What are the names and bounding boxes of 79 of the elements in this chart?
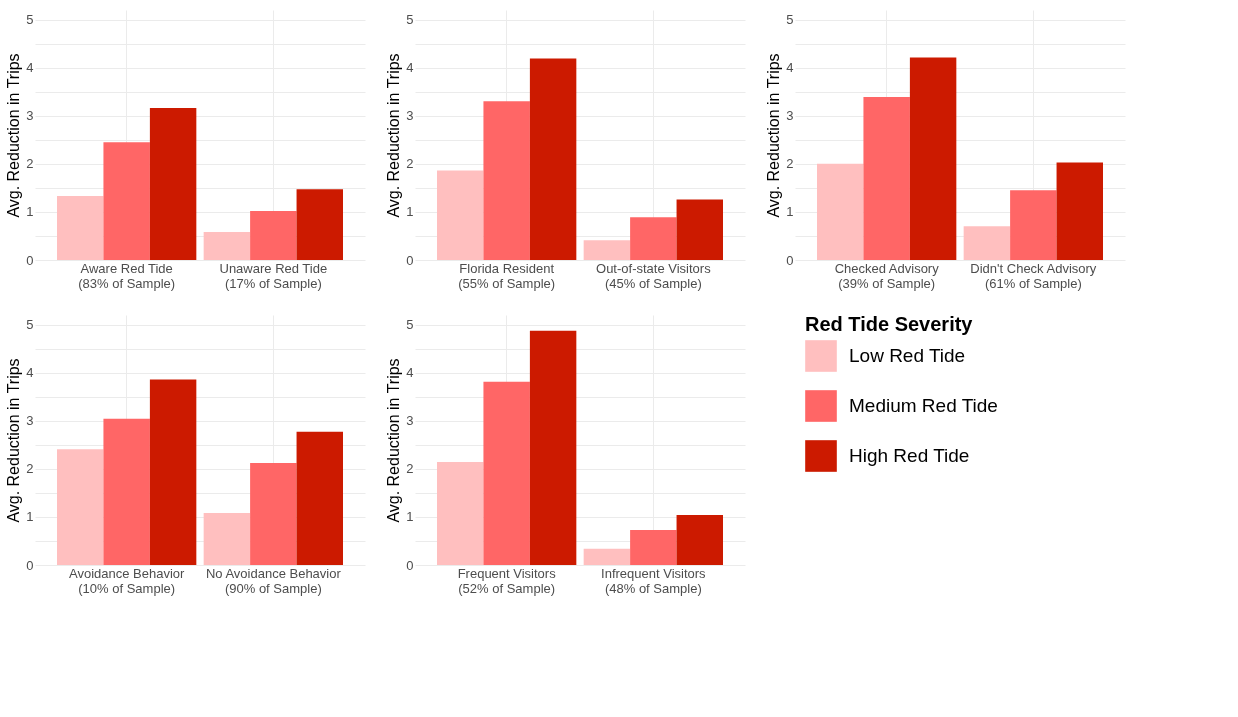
legend-label: Medium Red Tide (849, 395, 998, 416)
bar (630, 217, 677, 260)
bar (483, 381, 530, 565)
bar (149, 379, 197, 565)
y-axis-title: Avg. Reduction in Trips (5, 358, 23, 523)
y-tick-label: 5 (26, 317, 34, 333)
bar (250, 210, 297, 260)
bar (676, 515, 723, 565)
y-tick-label: 3 (406, 108, 414, 124)
bar (250, 463, 297, 565)
y-tick-label: 0 (26, 557, 34, 573)
y-tick-label: 1 (406, 204, 414, 220)
bar (203, 513, 251, 565)
y-tick-label: 4 (26, 60, 34, 76)
bar (103, 142, 150, 260)
y-tick-label: 0 (406, 252, 414, 268)
bar (296, 431, 343, 565)
bar (57, 449, 104, 565)
y-tick-label: 2 (406, 156, 414, 172)
bar (1056, 162, 1103, 260)
y-tick-label: 5 (406, 12, 414, 28)
x-tick-label: Avoidance Behavior (10% of Sample) (68, 565, 186, 596)
bar (529, 58, 577, 260)
y-tick-label: 3 (26, 108, 34, 124)
y-tick-label: 1 (26, 204, 34, 220)
legend-title: Red Tide Severity (805, 313, 974, 335)
y-tick-label: 2 (26, 461, 34, 477)
bar (817, 163, 864, 260)
y-tick-label: 2 (406, 461, 414, 477)
y-tick-label: 1 (406, 509, 414, 525)
x-tick-label: Florida Resident (55% of Sample) (458, 260, 556, 291)
y-tick-label: 5 (26, 12, 34, 28)
bar (437, 170, 484, 260)
bar (57, 196, 104, 260)
x-tick-label: Unaware Red Tide (17% of Sample) (219, 260, 328, 291)
y-tick-label: 3 (26, 413, 34, 429)
y-tick-label: 4 (406, 60, 414, 76)
bar (1010, 190, 1057, 260)
y-tick-label: 3 (406, 413, 414, 429)
y-tick-label: 5 (406, 317, 414, 333)
x-tick-label: No Avoidance Behavior (90% of Sample) (205, 565, 342, 596)
bar (149, 108, 197, 260)
x-tick-label: Checked Advisory (39% of Sample) (834, 260, 940, 291)
bar (676, 199, 723, 260)
y-axis-title: Avg. Reduction in Trips (5, 53, 23, 218)
y-tick-label: 2 (26, 156, 34, 172)
y-tick-label: 5 (786, 12, 794, 28)
x-tick-label: Aware Red Tide (83% of Sample) (78, 260, 176, 291)
bar (203, 232, 251, 260)
bar (863, 97, 910, 260)
y-tick-label: 1 (786, 204, 794, 220)
x-tick-label: Didn't Check Advisory (61% of Sample) (970, 260, 1097, 291)
y-axis-title: Avg. Reduction in Trips (385, 358, 403, 523)
bar (437, 462, 484, 565)
y-tick-label: 0 (406, 557, 414, 573)
y-tick-label: 4 (786, 60, 794, 76)
bar (583, 548, 631, 565)
x-tick-label: Frequent Visitors (52% of Sample) (457, 565, 557, 596)
bar (583, 240, 631, 260)
y-axis-title: Avg. Reduction in Trips (385, 53, 403, 218)
y-tick-label: 2 (786, 156, 794, 172)
bar (909, 57, 957, 260)
y-tick-label: 0 (26, 252, 34, 268)
y-tick-label: 1 (26, 509, 34, 525)
bar (483, 101, 530, 260)
y-tick-label: 3 (786, 108, 794, 124)
legend-label: High Red Tide (849, 445, 970, 466)
bar (630, 529, 677, 565)
x-tick-label: Out-of-state Visitors (45% of Sample) (596, 260, 712, 291)
legend-label: Low Red Tide (849, 345, 966, 366)
y-tick-label: 0 (786, 252, 794, 268)
bar (296, 189, 343, 260)
bar (103, 418, 150, 565)
bar (529, 330, 577, 565)
bar (963, 226, 1011, 260)
x-tick-label: Infrequent Visitors (48% of Sample) (601, 565, 707, 596)
y-axis-title: Avg. Reduction in Trips (765, 53, 783, 218)
y-tick-label: 4 (406, 365, 414, 381)
y-tick-label: 4 (26, 365, 34, 381)
